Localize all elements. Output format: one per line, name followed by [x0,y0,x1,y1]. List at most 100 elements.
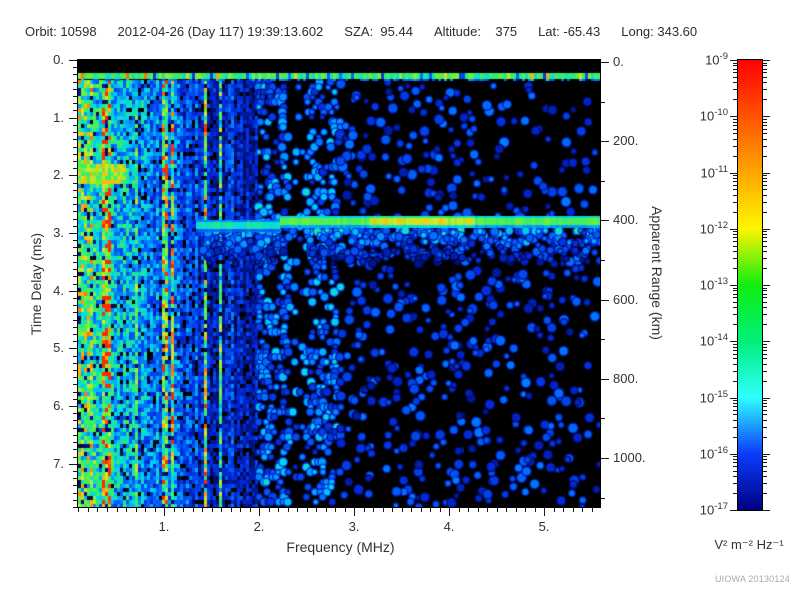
y2-axis-tick [601,62,609,63]
colorbar-minor-tick [733,381,737,382]
y-axis-tick [73,363,77,364]
colorbar-tick [730,454,737,455]
x-axis-tick [449,508,450,516]
colorbar-minor-tick [763,462,767,463]
y-axis-tick [69,60,77,61]
colorbar-minor-tick [763,178,767,179]
colorbar-minor-tick [763,82,767,83]
colorbar-minor-tick [763,493,767,494]
colorbar-minor-tick [733,181,737,182]
y-axis-tick [73,507,77,508]
y-axis-tick [73,449,77,450]
y-axis-tick [73,96,77,97]
watermark: UIOWA 20130124 [714,574,790,584]
colorbar-minor-tick [733,456,737,457]
colorbar-minor-tick [733,133,737,134]
y-axis-tick [73,110,77,111]
colorbar-minor-tick [733,231,737,232]
y2-axis-tick [601,458,609,459]
colorbar-minor-tick [763,456,767,457]
y2-axis-tick [601,102,605,103]
x-axis-tick-label: 3. [348,519,360,534]
y-axis-tick [73,204,77,205]
colorbar-minor-tick [733,156,737,157]
colorbar-minor-tick [763,347,767,348]
x-axis-tick [430,508,431,512]
x-axis-tick-label: 5. [538,519,550,534]
y-axis-tick [73,420,77,421]
y-axis-tick [73,320,77,321]
colorbar-minor-tick [763,358,767,359]
colorbar-minor-tick [763,189,767,190]
colorbar-minor-tick [763,77,767,78]
y2-axis-tick-label: 1000. [613,450,646,465]
colorbar-minor-tick [733,483,737,484]
x-axis-tick [345,508,346,512]
colorbar-minor-tick [763,241,767,242]
y-axis-tick [73,240,77,241]
colorbar-minor-tick [733,414,737,415]
colorbar-minor-tick [763,119,767,120]
colorbar-tick [763,285,770,286]
colorbar-minor-tick [733,420,737,421]
y-axis-tick [73,478,77,479]
y-axis-tick [73,219,77,220]
colorbar-minor-tick [763,297,767,298]
ionogram-plot-area [77,59,601,508]
colorbar-minor-tick [733,437,737,438]
x-axis-tick [202,508,203,512]
colorbar-minor-tick [733,122,737,123]
colorbar-minor-tick [763,364,767,365]
x-axis-tick [97,508,98,512]
colorbar-minor-tick [733,185,737,186]
y-axis-tick [73,500,77,501]
x-axis-tick [544,508,545,516]
colorbar-minor-tick [733,466,737,467]
colorbar-tick-label: 10-16 [699,445,728,462]
y-axis-tick [69,348,77,349]
colorbar-minor-tick [763,63,767,64]
y-axis-tick [73,356,77,357]
y-axis-tick [73,125,77,126]
colorbar-tick [730,398,737,399]
x-axis-tick [250,508,251,512]
colorbar-minor-tick [733,268,737,269]
colorbar-minor-tick [733,63,737,64]
colorbar-minor-tick [763,471,767,472]
colorbar-tick [730,285,737,286]
colorbar-minor-tick [733,493,737,494]
x-axis-tick [107,508,108,512]
colorbar-minor-tick [763,381,767,382]
colorbar-minor-tick [763,290,767,291]
colorbar-minor-tick [733,139,737,140]
y-axis-title: Time Delay (ms) [28,232,44,336]
y-axis-tick [73,139,77,140]
y2-axis-tick [601,339,605,340]
colorbar-minor-tick [733,234,737,235]
colorbar-minor-tick [733,476,737,477]
colorbar-minor-tick [763,181,767,182]
colorbar-minor-tick [763,466,767,467]
colorbar-minor-tick [763,476,767,477]
y-axis-tick [69,175,77,176]
y2-axis-tick-label: 400. [613,212,639,227]
colorbar-minor-tick [733,324,737,325]
y-axis-tick [69,291,77,292]
x-axis-tick [392,508,393,512]
colorbar-minor-tick [763,251,767,252]
x-axis-tick [193,508,194,512]
colorbar-tick [763,454,770,455]
y-axis-tick [73,305,77,306]
x-axis-tick [278,508,279,512]
x-axis-tick [78,508,79,512]
header-altitude: Altitude: 375 [433,24,518,39]
y2-axis-tick-label: 0. [613,54,624,69]
header-longitude: Long: 343.60 [621,24,698,39]
colorbar-tick-label: 10-12 [699,220,728,237]
colorbar-minor-tick [763,246,767,247]
x-axis-tick [373,508,374,512]
colorbar-minor-tick [763,371,767,372]
y2-axis-tick [601,300,609,301]
y2-axis-tick-label: 200. [613,133,639,148]
y-axis-tick [73,147,77,148]
